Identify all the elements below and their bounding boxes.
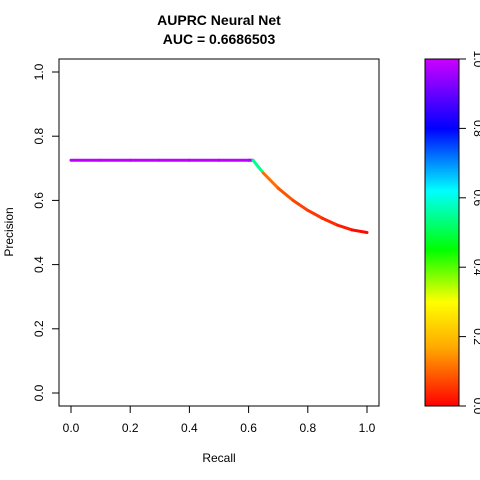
pr-curve — [69, 158, 369, 234]
y-tick-label: 0.6 — [32, 192, 46, 209]
y-tick-label: 0.4 — [32, 256, 46, 273]
colorbar-tick-label: 0.0 — [471, 398, 480, 415]
y-tick-label: 1.0 — [32, 63, 46, 80]
chart-title: AUPRC Neural Net — [157, 12, 281, 28]
colorbar-tick-label: 1.0 — [471, 51, 480, 68]
colorbar-tick-label: 0.2 — [471, 328, 480, 345]
x-axis: 0.0 0.2 0.4 0.6 0.8 1.0 — [63, 405, 376, 435]
x-tick-label: 0.4 — [181, 421, 198, 435]
curve-segment — [306, 208, 325, 220]
plot-frame — [58, 58, 380, 407]
curve-segment — [350, 228, 369, 234]
x-tick-label: 0.2 — [122, 421, 139, 435]
curve-segment — [276, 186, 295, 202]
curve-segment — [291, 198, 310, 212]
x-tick-label: 1.0 — [359, 421, 376, 435]
colorbar — [424, 58, 460, 407]
y-tick-label: 0.0 — [32, 384, 46, 401]
y-axis-label: Precision — [2, 207, 16, 256]
colorbar-axis: 0.0 0.2 0.4 0.6 0.8 1.0 — [458, 51, 480, 415]
x-axis-label: Recall — [202, 451, 235, 465]
y-tick-label: 0.2 — [32, 320, 46, 337]
y-axis: 0.0 0.2 0.4 0.6 0.8 1.0 — [32, 63, 60, 401]
curve-segment — [251, 158, 265, 175]
curve-segment — [321, 216, 339, 227]
colorbar-tick-label: 0.6 — [471, 189, 480, 206]
y-tick-label: 0.8 — [32, 128, 46, 145]
chart-subtitle: AUC = 0.6686503 — [163, 31, 276, 47]
x-tick-label: 0.0 — [63, 421, 80, 435]
curve-segment — [261, 171, 280, 190]
x-tick-label: 0.8 — [299, 421, 316, 435]
x-tick-label: 0.6 — [240, 421, 257, 435]
curve-segment — [335, 223, 354, 232]
colorbar-tick-label: 0.8 — [471, 120, 480, 137]
colorbar-tick-label: 0.4 — [471, 259, 480, 276]
